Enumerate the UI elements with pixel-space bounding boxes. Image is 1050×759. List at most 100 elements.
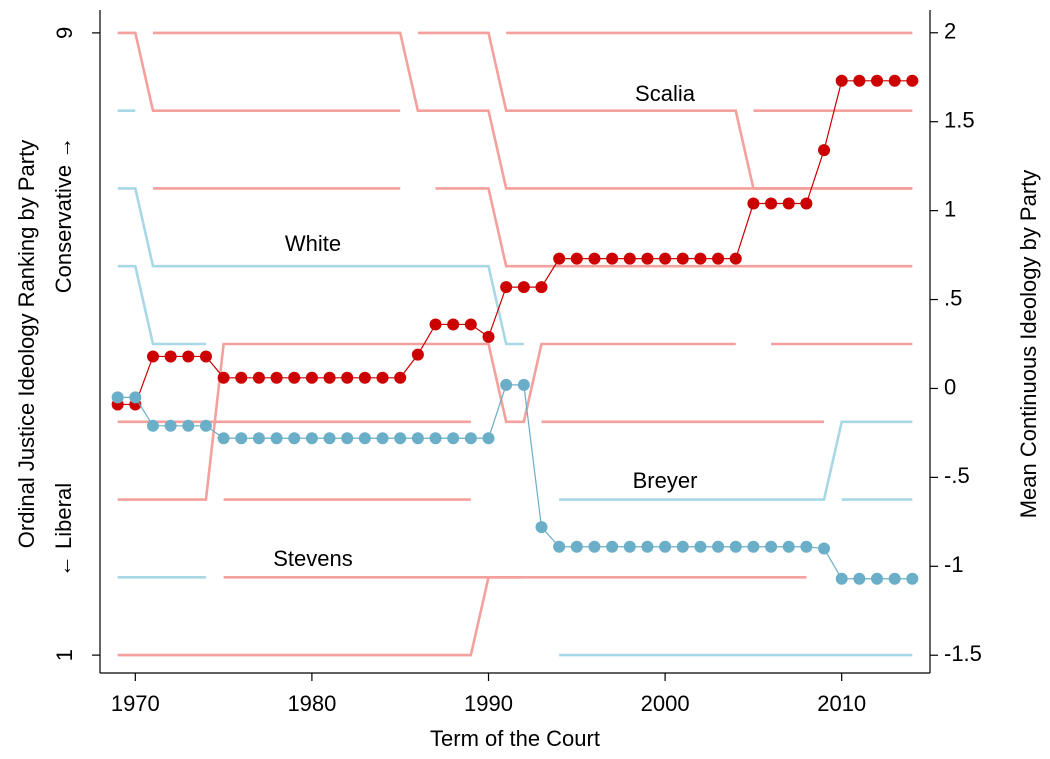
series-point <box>358 432 371 445</box>
series-point <box>394 432 407 445</box>
series-point <box>553 252 566 265</box>
x-axis-label: Term of the Court <box>430 726 600 751</box>
series-point <box>341 432 354 445</box>
series-point <box>305 432 318 445</box>
y2-tick-label: 1 <box>944 196 956 221</box>
series-point <box>182 419 195 432</box>
series-point <box>323 432 336 445</box>
series-point <box>146 419 159 432</box>
series-point <box>447 318 460 331</box>
series-point <box>606 540 619 553</box>
series-point <box>871 74 884 87</box>
series-point <box>394 371 407 384</box>
series-point <box>535 521 548 534</box>
series-point <box>641 252 654 265</box>
series-point <box>464 318 477 331</box>
series-point <box>659 252 672 265</box>
series-point <box>517 378 530 391</box>
series-point <box>729 252 742 265</box>
series-point <box>535 281 548 294</box>
series-point <box>871 572 884 585</box>
x-tick-label: 2010 <box>817 691 866 716</box>
y2-tick-label: .5 <box>944 285 962 310</box>
series-point <box>252 371 265 384</box>
series-point <box>676 252 689 265</box>
series-point <box>182 350 195 363</box>
series-line <box>117 384 913 580</box>
series-point <box>129 391 142 404</box>
series-point <box>888 74 901 87</box>
y2-axis-label: Mean Continuous Ideology by Party <box>1016 170 1041 519</box>
series-point <box>482 330 495 343</box>
annotation: White <box>285 231 341 256</box>
rank-track <box>417 31 913 190</box>
series-point <box>818 542 831 555</box>
series-point <box>835 74 848 87</box>
series-point <box>606 252 619 265</box>
series-point <box>782 197 795 210</box>
y2-tick-label: 1.5 <box>944 108 975 133</box>
series-point <box>305 371 318 384</box>
series-point <box>217 432 230 445</box>
series-point <box>659 540 672 553</box>
series-point <box>747 540 760 553</box>
series-point <box>376 432 389 445</box>
series-point <box>712 540 725 553</box>
series-point <box>694 540 707 553</box>
y2-tick-label: -.5 <box>944 463 970 488</box>
series-point <box>818 144 831 157</box>
series-point <box>517 281 530 294</box>
series-point <box>199 419 212 432</box>
series-point <box>729 540 742 553</box>
x-tick-label: 2000 <box>641 691 690 716</box>
y-axis-label: Ordinal Justice Ideology Ranking by Part… <box>14 140 39 548</box>
series-point <box>623 252 636 265</box>
series-point <box>358 371 371 384</box>
series-point <box>800 540 813 553</box>
y-tick-label: 9 <box>52 27 77 39</box>
rank-track <box>152 31 913 190</box>
series-point <box>235 371 248 384</box>
annotation: Scalia <box>635 81 696 106</box>
series-point <box>641 540 654 553</box>
series-point <box>464 432 477 445</box>
series-point <box>217 371 230 384</box>
series-point <box>429 432 442 445</box>
series-point <box>765 540 778 553</box>
series-point <box>376 371 389 384</box>
series-point <box>500 378 513 391</box>
series-point <box>888 572 901 585</box>
series-point <box>199 350 212 363</box>
series-point <box>553 540 566 553</box>
series-point <box>270 432 283 445</box>
series-point <box>570 252 583 265</box>
rank-track <box>117 187 524 346</box>
series-point <box>411 432 424 445</box>
series-point <box>906 74 919 87</box>
series-point <box>747 197 760 210</box>
x-tick-label: 1980 <box>287 691 336 716</box>
y-axis-label-bottom: ← Liberal <box>51 483 76 577</box>
series-point <box>588 252 601 265</box>
rank-track <box>117 264 206 346</box>
y2-tick-label: -1 <box>944 552 964 577</box>
y-axis-label-top: Conservative → <box>51 137 76 294</box>
series-point <box>146 350 159 363</box>
series-point <box>482 432 495 445</box>
annotation: Breyer <box>633 468 698 493</box>
series-point <box>694 252 707 265</box>
series-line <box>117 80 913 406</box>
series-point <box>341 371 354 384</box>
series-point <box>270 371 283 384</box>
y2-tick-label: 0 <box>944 374 956 399</box>
series-point <box>623 540 636 553</box>
series-point <box>782 540 795 553</box>
rank-track <box>117 342 913 501</box>
series-point <box>164 419 177 432</box>
series-point <box>712 252 725 265</box>
y2-tick-label: 2 <box>944 19 956 44</box>
rank-track <box>117 31 401 112</box>
rank-track <box>559 420 913 501</box>
